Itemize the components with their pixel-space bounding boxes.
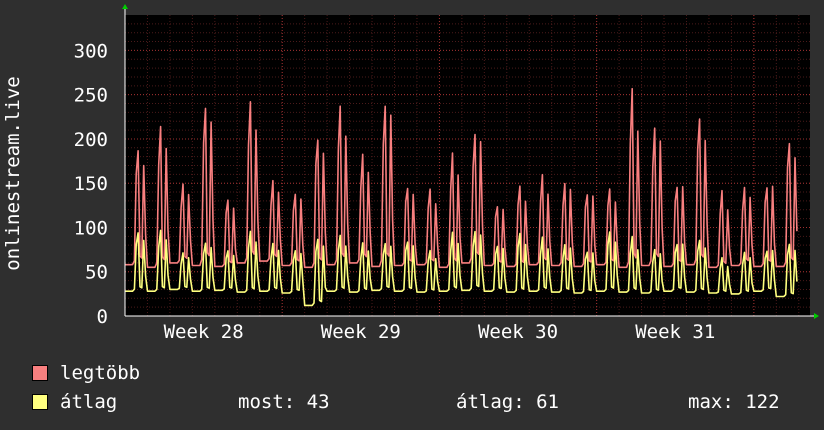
series-line-avg [125,229,798,307]
y-tick-label: 50 [85,262,108,284]
series-line-max [125,87,798,269]
y-axis-title: onlinestream.live [2,76,24,270]
legend-swatch-avg [32,394,48,410]
stat-average: átlag: 61 [456,391,559,413]
legend-swatch-max [32,365,48,381]
x-tick-label: Week 28 [164,321,244,343]
x-tick-label: Week 29 [321,321,401,343]
y-tick-label: 150 [74,173,108,195]
legend-item-avg: átlag [32,391,117,413]
stat-current: most: 43 [238,391,330,413]
legend-item-max: legtöbb [32,362,140,384]
y-tick-label: 300 [74,40,108,62]
y-tick-label: 100 [74,217,108,239]
y-tick-label: 250 [74,85,108,107]
y-tick-label: 0 [97,306,108,328]
legend-label-max: legtöbb [60,362,141,384]
stat-maximum: max: 122 [688,391,780,413]
x-tick-label: Week 30 [478,321,558,343]
x-axis-arrow [814,313,819,319]
y-tick-label: 200 [74,129,108,151]
x-tick-label: Week 31 [635,321,715,343]
legend-label-avg: átlag [60,391,118,413]
y-axis-arrow [122,4,128,9]
